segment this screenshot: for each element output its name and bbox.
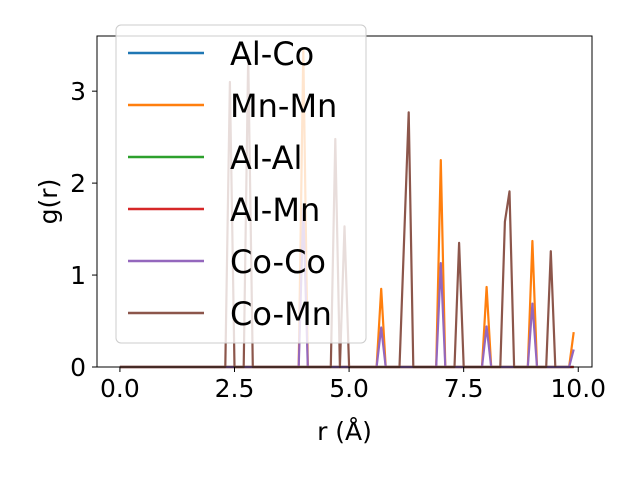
legend-label: Al-Co bbox=[230, 35, 314, 73]
x-tick-label: 7.5 bbox=[444, 374, 484, 403]
legend-label: Al-Mn bbox=[230, 191, 320, 229]
ticks-layer: 0.0 2.5 5.0 7.5 10.0 0 1 2 3 bbox=[70, 77, 606, 403]
y-axis-label: g(r) bbox=[34, 179, 63, 225]
y-tick-label: 0 bbox=[70, 353, 86, 382]
legend-label: Co-Mn bbox=[230, 295, 332, 333]
y-tick-label: 3 bbox=[70, 77, 86, 106]
legend-label: Al-Al bbox=[230, 139, 302, 177]
x-tick-label: 5.0 bbox=[329, 374, 369, 403]
x-tick-label: 10.0 bbox=[550, 374, 606, 403]
x-tick-label: 2.5 bbox=[215, 374, 255, 403]
x-axis-label: r (Å) bbox=[317, 417, 372, 446]
legend-label: Mn-Mn bbox=[230, 87, 337, 125]
x-tick-label: 0.0 bbox=[100, 374, 140, 403]
y-tick-label: 2 bbox=[70, 169, 86, 198]
legend-label: Co-Co bbox=[230, 243, 326, 281]
legend: Al-Co Mn-Mn Al-Al Al-Mn Co-Co Co-Mn bbox=[115, 24, 367, 344]
y-tick-label: 1 bbox=[70, 261, 86, 290]
